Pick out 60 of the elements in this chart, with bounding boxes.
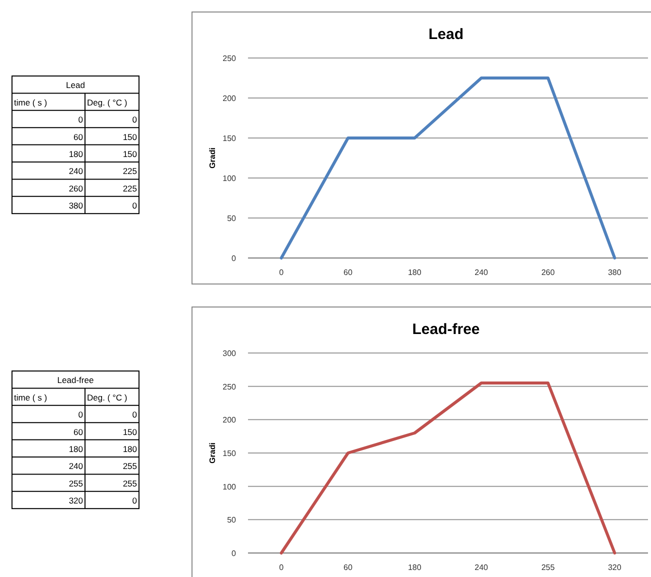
text: Lead-free <box>57 375 94 386</box>
text: 0 <box>78 114 84 125</box>
text: 380 <box>68 200 84 211</box>
x-tick-label: 240 <box>474 563 489 572</box>
y-tick-label: 0 <box>232 549 237 558</box>
x-tick-label: 260 <box>541 268 556 277</box>
text: 180 <box>68 149 84 159</box>
text: 260 <box>68 183 84 194</box>
text: 255 <box>122 461 138 472</box>
y-tick-label: 50 <box>227 516 237 525</box>
text: 180 <box>122 444 138 454</box>
y-tick-label: 300 <box>222 349 237 358</box>
x-tick-label: 180 <box>408 268 422 277</box>
y-tick-label: 100 <box>222 174 237 183</box>
y-tick-label: 150 <box>222 134 237 143</box>
text: 240 <box>68 166 84 176</box>
x-tick-label: 240 <box>474 268 489 277</box>
y-axis-title: Gradi <box>208 148 217 168</box>
y-tick-label: 250 <box>222 382 237 392</box>
text: 150 <box>122 149 138 159</box>
y-tick-label: 150 <box>222 449 237 458</box>
text: 255 <box>68 478 84 488</box>
text: 225 <box>122 183 138 194</box>
text: 60 <box>74 132 84 142</box>
text: Deg. ( °C ) <box>87 97 128 108</box>
text: 150 <box>122 132 138 142</box>
chart-title: Lead <box>428 26 464 43</box>
x-tick-label: 60 <box>344 563 353 572</box>
text: time ( s ) <box>14 392 48 402</box>
y-tick-label: 0 <box>232 254 237 263</box>
y-tick-label: 100 <box>222 482 237 492</box>
text: 255 <box>122 478 138 488</box>
text: 0 <box>132 114 138 125</box>
x-tick-label: 0 <box>279 268 284 277</box>
x-tick-label: 0 <box>279 563 284 572</box>
text: time ( s ) <box>14 97 48 108</box>
text: 180 <box>68 444 84 454</box>
text: 150 <box>122 426 138 437</box>
x-tick-label: 255 <box>541 563 556 572</box>
y-tick-label: 250 <box>222 54 237 63</box>
y-tick-label: 200 <box>222 94 237 103</box>
text: 320 <box>68 496 84 506</box>
y-tick-label: 50 <box>227 214 237 223</box>
text: Lead <box>66 80 86 90</box>
text: 225 <box>122 166 138 176</box>
text: 0 <box>78 410 84 420</box>
x-tick-label: 60 <box>344 268 353 277</box>
text: 240 <box>68 461 84 472</box>
text: 0 <box>132 410 138 420</box>
chart-title: Lead-free <box>412 321 480 338</box>
text: 0 <box>132 200 138 211</box>
text: 60 <box>74 426 84 437</box>
y-tick-label: 200 <box>222 416 237 425</box>
x-tick-label: 180 <box>408 563 422 572</box>
x-tick-label: 320 <box>608 563 622 572</box>
y-axis-title: Gradi <box>208 442 217 464</box>
line-series <box>280 382 616 554</box>
x-tick-label: 380 <box>608 268 622 277</box>
text: 0 <box>132 496 138 506</box>
text: Deg. ( °C ) <box>87 392 128 402</box>
